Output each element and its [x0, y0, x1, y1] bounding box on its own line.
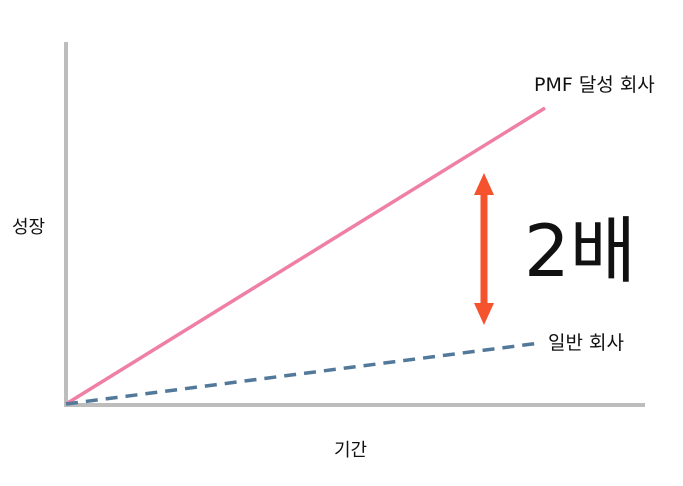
pmf-company-label: PMF 달성 회사: [534, 74, 655, 96]
y-axis-label: 성장: [12, 217, 46, 238]
normal-company-label: 일반 회사: [548, 332, 624, 354]
pmf-company-line: [65, 106, 546, 406]
double-arrow-icon: [474, 173, 494, 325]
normal-company-line: [65, 341, 541, 406]
ratio-label: 2배: [524, 209, 637, 293]
x-axis-label: 기간: [334, 440, 368, 461]
